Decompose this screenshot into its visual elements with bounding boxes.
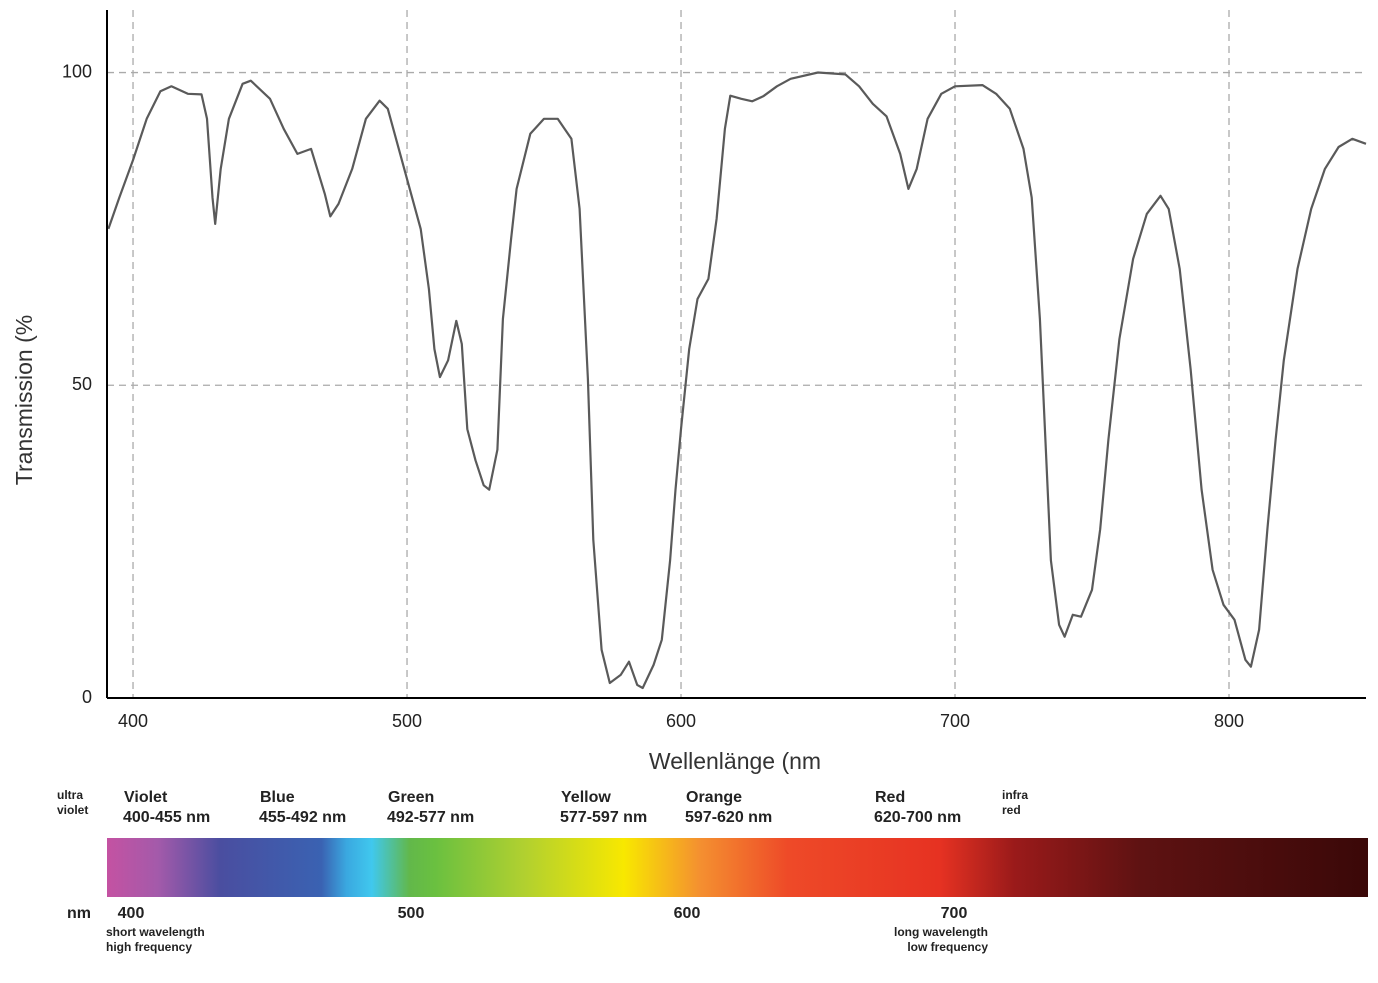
band-name: Green: [388, 789, 434, 806]
x-tick-label: 800: [1214, 711, 1244, 731]
band-range: 597-620 nm: [685, 809, 772, 826]
uv-label: violet: [57, 803, 88, 817]
spectrum-tick: 700: [941, 905, 968, 922]
y-tick-label: 50: [72, 374, 92, 394]
x-tick-label: 700: [940, 711, 970, 731]
long-note: low frequency: [907, 940, 988, 954]
long-note: long wavelength: [894, 925, 988, 939]
y-tick-label: 0: [82, 687, 92, 707]
ir-label: infra: [1002, 788, 1028, 802]
plot-area: [107, 10, 1367, 699]
band-name: Red: [875, 789, 905, 806]
x-tick-label: 400: [118, 711, 148, 731]
x-tick-label: 600: [666, 711, 696, 731]
band-range: 492-577 nm: [387, 809, 474, 826]
ir-label: red: [1002, 803, 1021, 817]
spectrum-legend: Violet 400-455 nm Blue 455-492 nm Green 492-5…: [57, 788, 1028, 954]
band-range: 455-492 nm: [259, 809, 346, 826]
y-axis-label: Transmission (%: [11, 315, 37, 485]
unit-label: nm: [67, 905, 91, 922]
short-note: short wavelength: [106, 925, 205, 939]
spectrum-tick: 400: [118, 905, 145, 922]
band-name: Orange: [686, 789, 742, 806]
x-axis-label: Wellenlänge (nm: [649, 748, 821, 774]
y-tick-label: 100: [62, 61, 92, 81]
band-name: Yellow: [561, 789, 611, 806]
spectrum-tick: 600: [674, 905, 701, 922]
band-range: 577-597 nm: [560, 809, 647, 826]
uv-label: ultra: [57, 788, 83, 802]
data-line: [107, 71, 1367, 690]
band-range: 620-700 nm: [874, 809, 961, 826]
spectrum-bar: [107, 838, 1368, 897]
band-name: Violet: [124, 789, 168, 806]
short-note: high frequency: [106, 940, 192, 954]
spectrum-tick: 500: [398, 905, 425, 922]
band-range: 400-455 nm: [123, 809, 210, 826]
x-tick-label: 500: [392, 711, 422, 731]
band-name: Blue: [260, 789, 295, 806]
